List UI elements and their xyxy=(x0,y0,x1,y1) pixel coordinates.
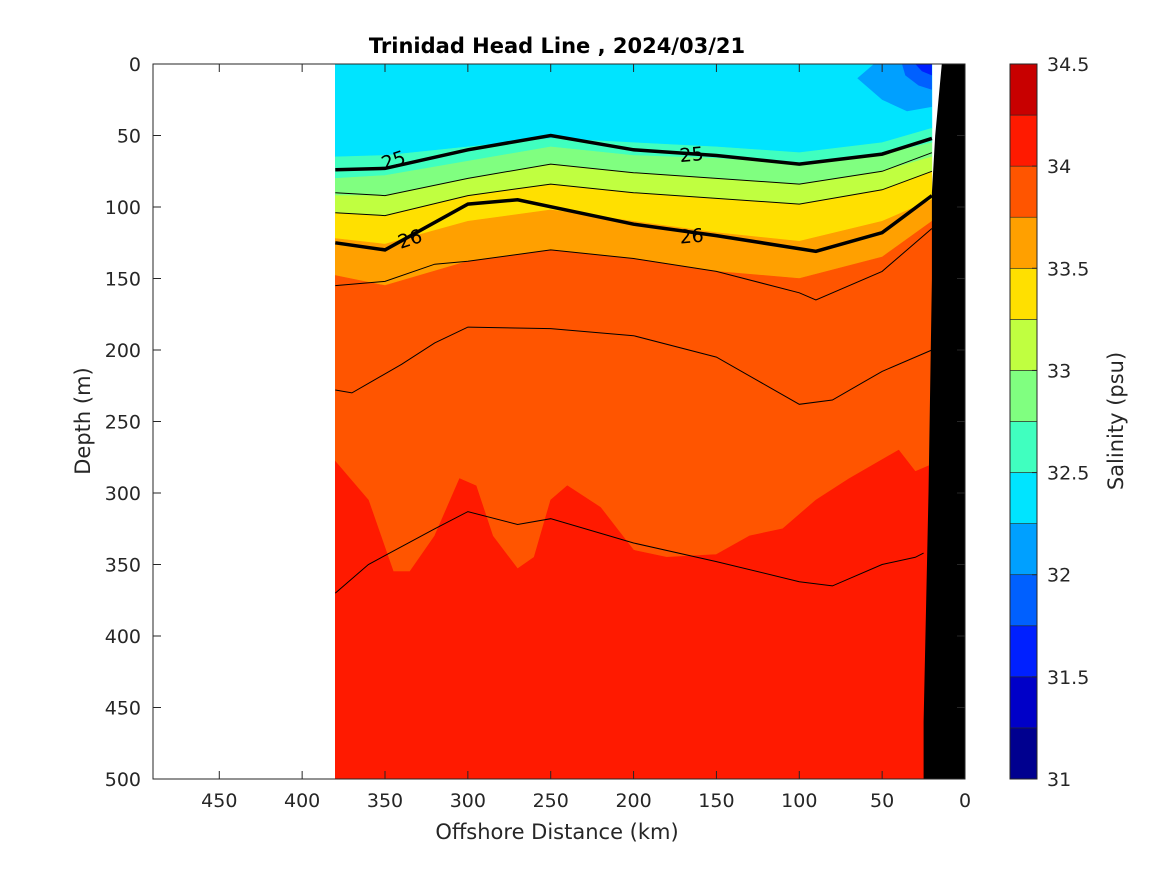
colorbar: 31 31.5 32 32.5 33 33.5 34 34.5 xyxy=(1009,54,1089,791)
density-contour-thin-3 xyxy=(335,326,933,405)
x-tick-label: 50 xyxy=(870,790,894,812)
chart-title: Trinidad Head Line , 2024/03/21 xyxy=(369,34,745,58)
y-tick-label: 50 xyxy=(117,126,141,148)
y-tick-label: 450 xyxy=(105,698,141,720)
colorbar-frame xyxy=(1009,63,1038,780)
colorbar-tick-label: 33.5 xyxy=(1047,258,1089,280)
y-axis-ticks: 0 50 100 150 200 250 300 350 400 450 500 xyxy=(105,54,965,791)
y-tick-label: 300 xyxy=(105,483,141,505)
y-tick-label: 400 xyxy=(105,626,141,648)
x-axis-ticks: 450 400 350 300 250 200 150 100 50 0 xyxy=(201,64,971,812)
contour-label-25: 25 xyxy=(679,143,705,167)
x-tick-label: 400 xyxy=(284,790,320,812)
density-contour-thin-2 xyxy=(335,228,933,301)
colorbar-swatch-8 xyxy=(1009,319,1038,371)
x-tick-label: 0 xyxy=(959,790,971,812)
colorbar-tick-label: 34.5 xyxy=(1047,54,1089,76)
colorbar-swatch-6 xyxy=(1009,421,1038,473)
y-axis-label: Depth (m) xyxy=(71,367,95,474)
y-tick-label: 250 xyxy=(105,412,141,434)
colorbar-swatch-13 xyxy=(1009,63,1038,116)
colorbar-tick-label: 32 xyxy=(1047,565,1071,587)
x-tick-label: 150 xyxy=(698,790,734,812)
fresh-patch-2 xyxy=(915,64,932,76)
colorbar-swatch-10 xyxy=(1009,216,1038,269)
x-tick-label: 100 xyxy=(781,790,817,812)
nearshore-fresh-patches xyxy=(857,64,932,112)
colorbar-swatch-4 xyxy=(1009,523,1038,576)
x-tick-label: 300 xyxy=(450,790,486,812)
x-axis-label: Offshore Distance (km) xyxy=(435,820,678,844)
colorbar-swatch-12 xyxy=(1009,114,1038,167)
density-contour-thin-4 xyxy=(334,511,924,594)
colorbar-tick-label: 33 xyxy=(1047,360,1071,382)
x-tick-label: 250 xyxy=(533,790,569,812)
colorbar-swatch-2 xyxy=(1009,625,1038,678)
density-contour-thin-1 xyxy=(335,170,933,217)
colorbar-swatch-5 xyxy=(1009,472,1038,524)
colorbar-tick-label: 31 xyxy=(1047,769,1071,791)
y-tick-label: 350 xyxy=(105,555,141,577)
colorbar-swatch-1 xyxy=(1009,676,1038,729)
y-tick-label: 500 xyxy=(105,769,141,791)
x-tick-label: 450 xyxy=(201,790,237,812)
seafloor-shape xyxy=(923,64,965,779)
y-tick-label: 100 xyxy=(105,197,141,219)
y-tick-label: 0 xyxy=(129,54,141,76)
y-tick-label: 150 xyxy=(105,269,141,291)
colorbar-swatch-0 xyxy=(1009,727,1038,780)
x-tick-label: 350 xyxy=(367,790,403,812)
colorbar-label: Salinity (psu) xyxy=(1104,352,1128,490)
colorbar-swatch-3 xyxy=(1009,574,1038,627)
salinity-fill-layers xyxy=(334,64,933,779)
density-contour-26 xyxy=(335,194,933,254)
contour-label-26: 26 xyxy=(679,225,705,249)
colorbar-tick-label: 32.5 xyxy=(1047,463,1089,485)
x-tick-label: 200 xyxy=(615,790,651,812)
colorbar-swatch-11 xyxy=(1009,165,1038,218)
density-contour-thin-0 xyxy=(335,152,933,197)
density-contour-25 xyxy=(335,133,933,172)
bottom-topography xyxy=(923,64,965,779)
colorbar-tick-label: 31.5 xyxy=(1047,667,1089,689)
y-tick-label: 200 xyxy=(105,340,141,362)
colorbar-swatch-7 xyxy=(1009,370,1038,422)
colorbar-swatch-9 xyxy=(1009,267,1038,320)
colorbar-tick-label: 34 xyxy=(1047,156,1071,178)
